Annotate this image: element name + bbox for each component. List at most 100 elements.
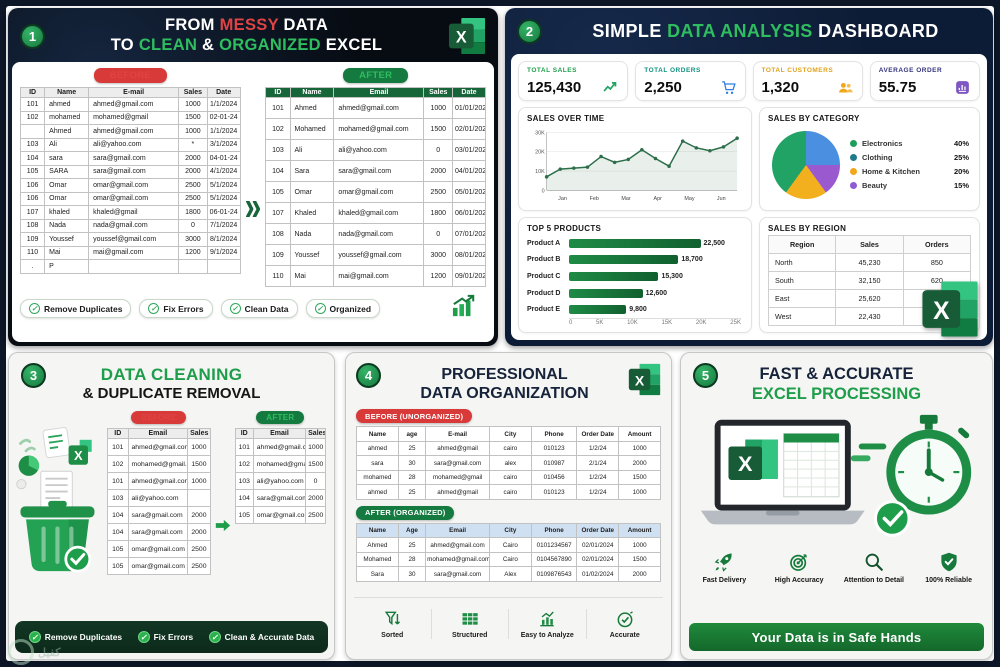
before-table: Name age E-mail City Phone Order Date Amount ah… — [356, 426, 661, 500]
panel5-features: Fast Delivery High Accuracy Attention to… — [687, 551, 986, 584]
table-cell: khaled@gmail.com — [333, 202, 425, 224]
after-badge: AFTER — [343, 68, 409, 83]
svg-text:Apr: Apr — [654, 196, 663, 202]
axis-tick-label: 15K — [661, 320, 673, 326]
check-icon: ✓ — [208, 631, 221, 643]
table-cell: mai@gmail.com — [333, 265, 425, 287]
table-cell: mohamed@gmail — [88, 110, 180, 125]
feature-fast-delivery: Fast Delivery — [687, 551, 762, 584]
before-table: ID Email Sales 101 ahmed@gmail.com 1000 102 moh… — [107, 428, 211, 576]
column-header: E-mail — [425, 426, 490, 442]
axis-tick-label: 0 — [569, 320, 573, 326]
table-cell: 2000 — [618, 566, 661, 582]
legend-item: Home & Kitchen 20% — [850, 167, 969, 176]
bar-value: 22,500 — [703, 239, 725, 247]
table-cell: 0 — [423, 223, 454, 245]
after-table: ID Name Email Sales Date 101 Ahmed ahmed@gmail.… — [265, 87, 486, 287]
feature-easy-to-analyze: Easy to Analyze — [508, 608, 586, 639]
column-header: Sales — [835, 235, 904, 254]
table-cell: 25 — [397, 440, 427, 457]
table-cell: 106 — [19, 178, 46, 193]
table-cell: Ahmed — [356, 537, 399, 553]
title-highlight-green: DATA CLEANING — [100, 365, 243, 384]
table-cell: 2500 — [178, 191, 208, 206]
axis-tick-label: 10K — [627, 320, 638, 326]
legend-label: Beauty — [862, 181, 888, 190]
check-icon: ✓ — [29, 303, 40, 314]
title-highlight-green: ORGANIZED — [219, 36, 321, 54]
title-text: TO — [110, 36, 139, 54]
table-cell: 1/2/24 — [576, 469, 620, 486]
feature-high-accuracy: High Accuracy — [762, 551, 837, 584]
bar-row: Product C 15,300 — [527, 270, 743, 283]
footer-feature: ✓ Clean & Accurate Data — [208, 631, 314, 643]
title-highlight-green: EXCEL PROCESSING — [751, 384, 922, 403]
table-cell: 105 — [265, 181, 291, 203]
table-cell: 02/01/2024 — [452, 118, 486, 140]
table-row: 104 sara@gmail.com 2000 — [107, 506, 211, 525]
table-cell: Ahmed — [44, 124, 90, 139]
table-cell: Nada — [289, 223, 335, 245]
column-header: Sales — [178, 87, 208, 98]
axis-tick-label: 20K — [695, 320, 707, 326]
title-text: PROFESSIONAL — [441, 366, 568, 383]
table-cell: sara@gmail.com — [333, 160, 425, 182]
svg-text:X: X — [738, 451, 753, 476]
bar-label: Product D — [527, 289, 561, 297]
table-cell: 02/01/2024 — [576, 537, 620, 553]
table-cell: Youssef — [44, 232, 90, 247]
after-table: IDEmailSales101ahmed@gmail.com1000102moh… — [234, 428, 326, 525]
table-cell — [19, 124, 46, 139]
column-header: Age — [397, 522, 427, 539]
table-cell: ahmed — [356, 440, 399, 457]
table-cell: youssef@gmail.com — [333, 244, 425, 266]
column-header: Sales — [423, 87, 454, 98]
bar-value: 12,600 — [645, 289, 668, 297]
column-header: age — [397, 426, 427, 442]
kpi-value: 1,320 — [761, 79, 800, 96]
table-cell: 2500 — [305, 506, 326, 525]
table-row: mohamed 28 mohamed@gmail cairo 010456 1/2/24 1… — [356, 469, 661, 486]
table-cell: ali@yahoo.com — [127, 489, 189, 508]
table-cell: ahmed@gmail.com — [333, 97, 425, 119]
table-cell: cairo — [488, 484, 532, 500]
table-cell: 2000 — [618, 455, 661, 471]
bar-chart: Product A 22,500 Product B 18,700 Product C 1… — [527, 235, 743, 318]
svg-text:20K: 20K — [535, 150, 545, 156]
table-cell: omar@gmail.com — [88, 178, 180, 193]
column-header: ID — [265, 87, 291, 98]
table-cell: 25 — [397, 484, 427, 500]
panel-data-organization: 4 PROFESSIONAL DATA ORGANIZATION X BEFOR… — [345, 352, 672, 660]
column-header: Sales — [305, 428, 326, 440]
table-cell: 5/1/2024 — [206, 178, 241, 193]
table-cell: 1800 — [423, 202, 454, 224]
table-cell: 45,230 — [835, 253, 904, 272]
analytics-chart-icon — [540, 610, 554, 626]
table-cell: Omar — [44, 178, 90, 193]
table-cell: 06/01/2024 — [452, 202, 486, 224]
table-cell: 1200 — [178, 245, 208, 260]
table-cell: Ali — [289, 139, 335, 161]
table-cell: ali@yahoo.com — [333, 139, 425, 161]
panel1-content-card: BEFORE ID Name E-mail Sales Date 101 ahmed ahme… — [12, 62, 494, 342]
panel-dashboard: 2 SIMPLE DATA ANALYSIS DASHBOARD TOTAL S… — [505, 8, 993, 346]
table-cell: . — [19, 259, 46, 274]
footer-feature: ✓ Fix Errors — [137, 631, 193, 643]
svg-text:0: 0 — [542, 188, 545, 194]
before-badge: BEFORE — [131, 411, 187, 425]
bar-label: Product B — [527, 256, 561, 264]
table-cell: ahmed — [44, 97, 90, 112]
growth-chart-icon — [450, 294, 478, 323]
title-text: EXCEL — [320, 36, 383, 54]
table-row: 106 Omar omar@gmail.com 2500 5/1/2024 — [19, 191, 241, 206]
table-row: 107 khaled khaled@gmail 1800 06-01-24 — [19, 205, 241, 220]
table-cell: Sara — [356, 566, 399, 582]
column-header: E-mail — [88, 87, 180, 98]
bar — [569, 305, 627, 315]
bar-row: Product D 12,600 — [527, 287, 743, 300]
